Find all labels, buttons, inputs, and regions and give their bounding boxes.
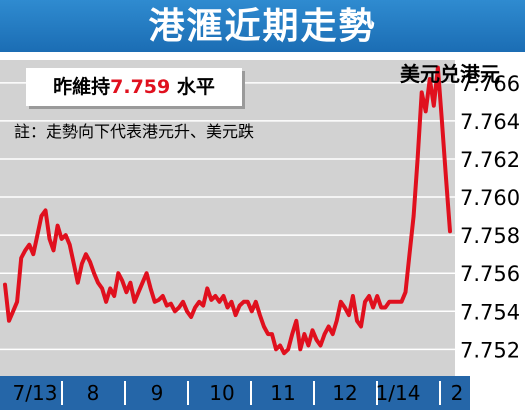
plot-area	[0, 60, 455, 376]
latest-value-suffix: 水平	[176, 76, 215, 98]
y-tick-label: 7.764	[460, 110, 520, 134]
latest-value-box: 昨維持7.759 水平	[26, 68, 242, 106]
y-tick-label: 7.760	[460, 186, 520, 210]
chart-title: 港滙近期走勢	[148, 5, 377, 47]
y-tick-label: 7.756	[460, 262, 520, 286]
series-line	[3, 65, 452, 356]
x-tick-label: 9	[151, 381, 164, 405]
x-tick-label: 11	[270, 381, 295, 405]
x-tick-label: 10	[209, 381, 234, 405]
latest-value-prefix: 昨維持	[53, 76, 111, 98]
x-tick-label: 8	[87, 381, 100, 405]
y-tick-label: 7.766	[460, 72, 520, 96]
y-axis-label: 美元兑港元	[400, 62, 500, 86]
x-tick-label: 2	[451, 381, 464, 405]
latest-value-number: 7.759	[110, 76, 171, 98]
y-tick-label: 7.758	[460, 224, 520, 248]
x-tick-label: 7/13	[13, 381, 58, 405]
x-tick-label: 12	[332, 381, 357, 405]
x-tick-label: 1/14	[376, 381, 421, 405]
y-tick-label: 7.754	[460, 300, 520, 324]
title-bar: 港滙近期走勢	[0, 0, 525, 52]
x-axis-bar	[0, 376, 470, 410]
y-tick-label: 7.762	[460, 148, 520, 172]
y-tick-label: 7.752	[460, 338, 520, 362]
chart-note: 註：走勢向下代表港元升、美元跌	[14, 122, 255, 141]
